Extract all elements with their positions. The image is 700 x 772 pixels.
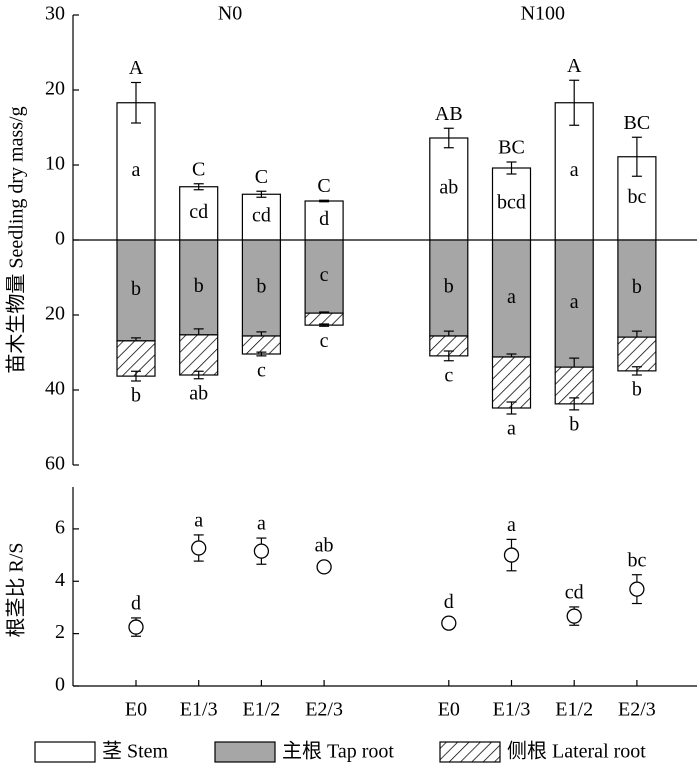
bar-letter: c [257,359,266,381]
bar-letter: b [632,379,642,401]
y-tick-label: 0 [55,674,65,696]
bar-letter: a [132,159,141,181]
y-axis-label: 苗木生物量 Seedling dry mass/g [5,106,28,373]
legend-label: 主根 Tap root [282,740,394,763]
bar [116,239,156,342]
point [566,608,582,624]
bar-letter: a [570,291,579,313]
top-letter: C [192,158,205,180]
legend-label: 茎 Stem [102,740,169,763]
bar-letter: a [507,418,516,440]
bar [116,102,156,241]
x-tick-label: E1/2 [555,699,593,721]
bar-letter: b [131,278,141,300]
legend-swatch [34,741,96,763]
y-tick-label: 30 [45,3,65,25]
bar [241,193,281,241]
top-letter: AB [435,103,463,125]
legend-swatch [439,741,501,763]
legend-label: 侧根 Lateral root [507,740,646,763]
bar-letter: d [319,208,329,230]
bar-letter: cd [189,201,208,223]
point-letter: cd [565,582,584,604]
point-letter: a [507,514,516,536]
bar [491,239,532,358]
top-letter: BC [624,112,651,134]
bar-letter: ab [439,177,458,199]
y-tick-label: 10 [45,153,65,175]
bar-letter: c [320,264,329,286]
x-tick-label: E0 [125,699,147,721]
y-tick-label: 4 [55,569,65,591]
top-letter: C [317,175,330,197]
top-letter: A [567,55,582,77]
bar-letter: b [444,276,454,298]
bar [241,335,281,355]
point-letter: bc [627,549,646,571]
bar-letter: a [570,159,579,181]
bar-letter: bc [627,186,646,208]
y-tick-label: 2 [55,621,65,643]
point [253,543,270,559]
bar-letter: b [194,275,204,297]
group-label: N0 [218,3,242,25]
point [128,619,144,635]
point-letter: d [131,593,141,615]
bar [617,239,657,338]
y-axis-label: 根茎比 R/S [5,542,28,637]
x-tick-label: E0 [438,699,460,721]
bar-letter: ab [189,382,208,404]
x-tick-label: E2/3 [618,699,656,721]
bar-letter: bcd [497,192,526,214]
point [629,581,645,597]
bar-letter: a [507,286,516,308]
x-tick-label: E1/2 [243,699,281,721]
bar-letter: c [444,364,453,386]
top-letter: A [129,57,144,79]
x-tick-label: E1/3 [493,699,531,721]
point-letter: a [257,513,266,535]
bar-letter: b [131,385,141,407]
x-tick-label: E2/3 [305,699,343,721]
bar [617,336,657,372]
point [316,559,332,575]
point-letter: d [444,591,454,613]
bar-letter: b [256,276,266,298]
y2-tick-label: 60 [45,453,65,475]
top-letter: BC [498,137,525,159]
point [503,547,520,563]
bar-letter: c [320,330,329,352]
y-tick-label: 20 [45,78,65,100]
bar-letter: b [632,276,642,298]
y2-tick-label: 20 [45,303,65,325]
bar [429,137,469,241]
y2-tick-label: 40 [45,378,65,400]
point-letter: a [194,510,203,532]
bar [116,340,156,377]
bar-letter: b [569,413,579,435]
point [441,615,457,631]
bar [179,239,219,336]
bar [304,312,344,326]
x-tick-label: E1/3 [180,699,218,721]
top-letter: C [255,166,268,188]
y-tick-label: 6 [55,516,65,538]
bar [429,239,469,337]
point-letter: ab [315,534,334,556]
legend-swatch [214,741,276,763]
bar [179,334,219,376]
point [191,540,207,556]
bar [491,356,532,409]
y-tick-label: 0 [55,228,65,250]
group-label: N100 [521,3,565,25]
bar [304,239,344,314]
bar-letter: cd [252,205,271,227]
bar [554,366,594,405]
